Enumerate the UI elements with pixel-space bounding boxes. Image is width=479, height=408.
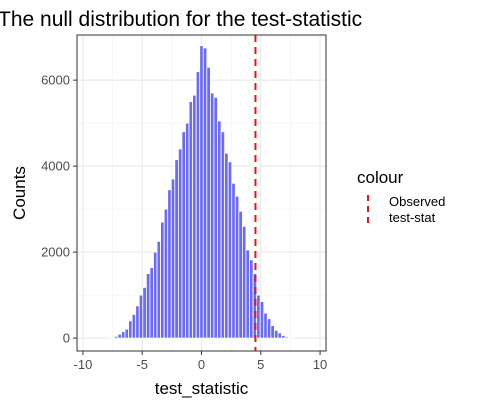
y-tick-label: 4000 bbox=[41, 159, 70, 174]
x-axis: -10 -5 0 5 10 bbox=[74, 351, 327, 372]
legend: colour Observed test-stat bbox=[357, 168, 445, 227]
x-tick-label: -10 bbox=[74, 357, 93, 372]
histogram-bar bbox=[153, 251, 158, 339]
histogram-bar bbox=[281, 335, 286, 339]
legend-label-line1: Observed bbox=[389, 194, 445, 209]
histogram-bar bbox=[124, 328, 129, 339]
histogram-bar bbox=[195, 71, 201, 339]
histogram-bar bbox=[206, 66, 211, 339]
y-tick-label: 0 bbox=[63, 331, 70, 346]
histogram-bar bbox=[256, 294, 261, 339]
histogram-bar bbox=[277, 332, 282, 339]
histogram-bar bbox=[192, 94, 197, 339]
histogram-bar bbox=[113, 335, 119, 339]
histogram-bar bbox=[163, 208, 169, 339]
legend-title: colour bbox=[357, 168, 404, 187]
histogram-bar bbox=[177, 148, 183, 339]
histogram-bar bbox=[245, 249, 250, 339]
histogram-bar bbox=[160, 221, 165, 339]
histogram-bar bbox=[131, 314, 137, 339]
histogram-bar bbox=[231, 182, 236, 339]
histogram-bar bbox=[217, 120, 222, 339]
histogram-bar bbox=[181, 131, 186, 339]
histogram-bar bbox=[284, 336, 290, 339]
histogram-bar bbox=[156, 240, 161, 339]
y-axis: 0 2000 4000 6000 bbox=[41, 73, 77, 346]
histogram-bar bbox=[174, 159, 179, 339]
histogram-bar bbox=[259, 301, 265, 339]
histogram-bar bbox=[121, 331, 126, 339]
histogram-bar bbox=[202, 47, 208, 339]
histogram-bar bbox=[138, 294, 144, 339]
histogram-bar bbox=[274, 329, 279, 339]
x-tick-label: 0 bbox=[198, 357, 205, 372]
histogram-bar bbox=[270, 325, 275, 339]
histogram-bar bbox=[209, 92, 215, 339]
histogram-bar bbox=[263, 312, 268, 339]
chart-title: The null distribution for the test-stati… bbox=[0, 8, 362, 31]
x-tick-label: 5 bbox=[257, 357, 264, 372]
histogram-bar bbox=[145, 273, 151, 339]
histogram-bar bbox=[199, 45, 204, 339]
histogram-bar bbox=[188, 101, 194, 339]
y-tick-label: 6000 bbox=[41, 73, 70, 88]
histogram-bar bbox=[238, 210, 243, 339]
histogram-bar bbox=[142, 286, 147, 339]
y-axis-title: Counts bbox=[10, 166, 29, 220]
histogram-bar bbox=[149, 267, 154, 339]
histogram-bar bbox=[242, 225, 247, 339]
histogram-bar bbox=[128, 320, 133, 339]
legend-label-line2: test-stat bbox=[389, 210, 436, 225]
histogram-bar bbox=[224, 152, 229, 339]
histogram-bar bbox=[170, 178, 176, 339]
x-axis-title: test_statistic bbox=[155, 379, 249, 398]
histogram-bar bbox=[213, 96, 218, 339]
histogram-bar bbox=[234, 195, 240, 339]
histogram-bar bbox=[266, 318, 272, 339]
histogram-bar bbox=[249, 259, 254, 339]
x-tick-label: 10 bbox=[313, 357, 327, 372]
histogram-bar bbox=[167, 189, 172, 339]
y-tick-label: 2000 bbox=[41, 245, 70, 260]
histogram-bar bbox=[227, 161, 233, 339]
histogram-bar bbox=[220, 131, 226, 339]
histogram-bar bbox=[135, 305, 140, 339]
x-tick-label: -5 bbox=[136, 357, 148, 372]
histogram-bar bbox=[185, 122, 190, 339]
histogram-bar bbox=[117, 333, 122, 339]
bars bbox=[110, 45, 293, 339]
